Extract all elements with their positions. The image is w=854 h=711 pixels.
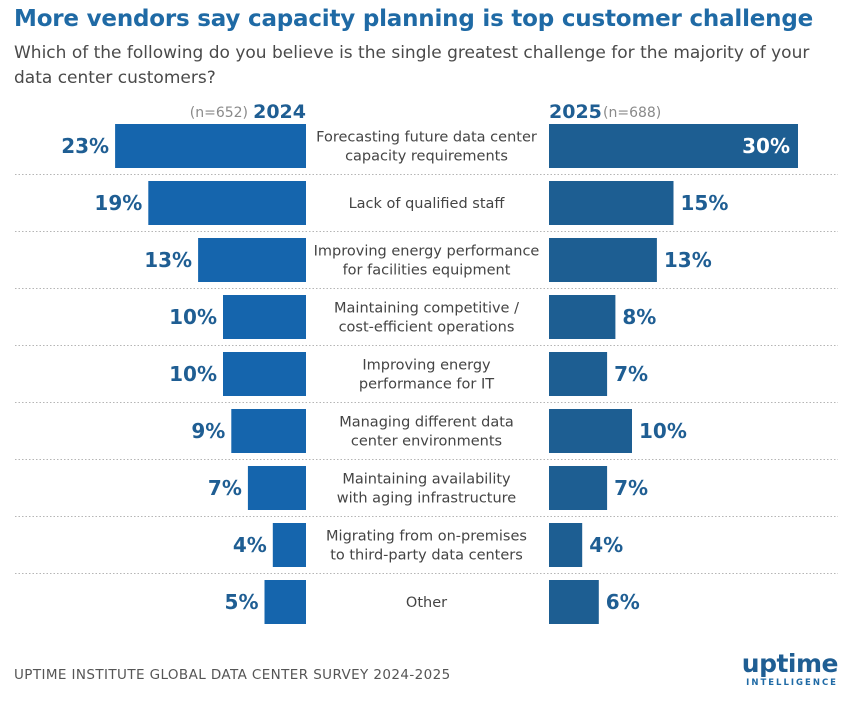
bar-2024 bbox=[115, 124, 306, 168]
bar-2025 bbox=[549, 352, 608, 396]
category-label: Lack of qualified staff bbox=[349, 196, 506, 212]
value-label-2025: 10% bbox=[639, 419, 687, 443]
category-label: with aging infrastructure bbox=[337, 491, 517, 507]
value-label-2025: 13% bbox=[664, 248, 712, 272]
category-label: performance for IT bbox=[359, 377, 494, 393]
bar-2024 bbox=[148, 181, 306, 225]
category-label: Maintaining availability bbox=[342, 472, 511, 488]
logo-subtitle: INTELLIGENCE bbox=[746, 678, 838, 688]
bar-2025 bbox=[549, 295, 616, 339]
category-label: Improving energy performance bbox=[314, 244, 540, 260]
bar-2024 bbox=[198, 238, 306, 282]
series-2025-label: 2025 bbox=[549, 101, 602, 123]
value-label-2024: 9% bbox=[191, 419, 225, 443]
value-label-2024: 13% bbox=[144, 248, 192, 272]
uptime-logo: uptime INTELLIGENCE bbox=[741, 649, 839, 689]
logo-wordmark: uptime bbox=[741, 649, 839, 678]
value-label-2025: 8% bbox=[622, 305, 656, 329]
value-label-2025: 7% bbox=[614, 362, 648, 386]
value-label-2024: 4% bbox=[233, 533, 267, 557]
category-label: Other bbox=[406, 595, 447, 611]
category-label: capacity requirements bbox=[345, 149, 508, 165]
category-label: Managing different data bbox=[339, 415, 514, 431]
value-label-2025: 30% bbox=[742, 134, 790, 158]
bar-2025 bbox=[549, 238, 657, 282]
bar-2025 bbox=[549, 181, 674, 225]
category-label: center environments bbox=[351, 434, 502, 450]
category-label: for facilities equipment bbox=[343, 263, 511, 279]
value-label-2024: 7% bbox=[208, 476, 242, 500]
butterfly-bar-chart: (n=652) 2024 2025 (n=688) 23% 30% Forecasting … bbox=[15, 101, 838, 624]
series-2024-label: 2024 bbox=[253, 101, 306, 123]
bar-2025 bbox=[549, 409, 632, 453]
value-label-2024: 10% bbox=[169, 362, 217, 386]
bar-2024 bbox=[264, 580, 306, 624]
bar-2024 bbox=[223, 295, 306, 339]
bar-2025 bbox=[549, 580, 599, 624]
bar-2024 bbox=[223, 352, 306, 396]
series-2024-n-label: (n=652) bbox=[190, 105, 248, 121]
category-label: cost-efficient operations bbox=[339, 320, 515, 336]
series-2025-n-label: (n=688) bbox=[603, 105, 661, 121]
value-label-2025: 4% bbox=[589, 533, 623, 557]
value-label-2024: 19% bbox=[94, 191, 142, 215]
value-label-2024: 10% bbox=[169, 305, 217, 329]
bar-2024 bbox=[231, 409, 306, 453]
value-label-2024: 5% bbox=[225, 590, 259, 614]
bar-2024 bbox=[272, 523, 306, 567]
category-label: Forecasting future data center bbox=[316, 130, 537, 146]
bar-2024 bbox=[247, 466, 306, 510]
value-label-2025: 6% bbox=[606, 590, 640, 614]
value-label-2025: 15% bbox=[681, 191, 729, 215]
bar-2025 bbox=[549, 466, 608, 510]
bar-2025 bbox=[549, 523, 583, 567]
value-label-2025: 7% bbox=[614, 476, 648, 500]
source-footer: UPTIME INSTITUTE GLOBAL DATA CENTER SURV… bbox=[14, 667, 451, 683]
chart-subtitle: Which of the following do you believe is… bbox=[14, 43, 810, 88]
category-label: Migrating from on-premises bbox=[326, 529, 527, 545]
category-label: Maintaining competitive / bbox=[334, 301, 519, 317]
value-label-2024: 23% bbox=[61, 134, 109, 158]
chart-title: More vendors say capacity planning is to… bbox=[14, 6, 813, 32]
category-label: to third-party data centers bbox=[330, 548, 523, 564]
category-label: Improving energy bbox=[362, 358, 491, 374]
bar-2025 bbox=[549, 124, 798, 168]
